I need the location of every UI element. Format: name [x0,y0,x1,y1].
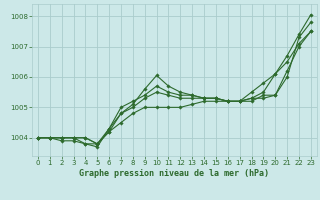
X-axis label: Graphe pression niveau de la mer (hPa): Graphe pression niveau de la mer (hPa) [79,169,269,178]
